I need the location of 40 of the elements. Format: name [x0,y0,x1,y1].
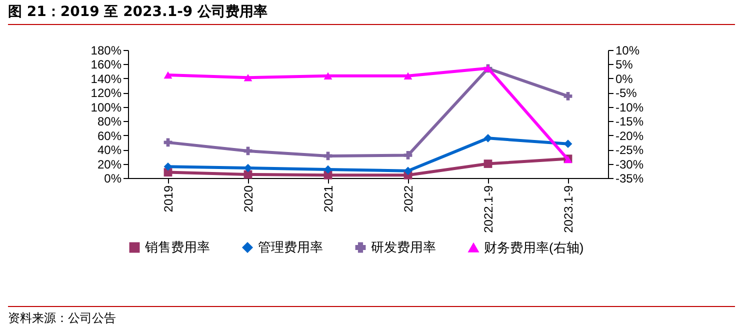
x-tick-label: 2020 [242,185,256,212]
y-tick-label: 140% [90,72,122,86]
x-tick-label: 2019 [162,185,176,212]
y2-tick-label: -10% [616,100,644,114]
chart-title: 图 21：2019 至 2023.1-9 公司费用率 [8,3,735,25]
y2-tick-label: -15% [616,114,644,129]
point [164,71,172,79]
y-tick-label: 60% [97,128,122,143]
x-tick-label: 2021 [322,185,336,212]
y-tick-label: 0% [104,172,122,186]
y-tick-label: 120% [90,86,122,100]
point [484,160,492,168]
y-tick-label: 100% [90,100,122,114]
y-tick-label: 160% [90,58,122,72]
legend-label: 财务费用率(右轴) [484,240,584,255]
y2-tick-label: 10% [616,44,640,58]
y-tick-label: 80% [97,114,122,129]
point [404,151,412,160]
y2-tick-label: 5% [616,58,634,72]
legend-label: 管理费用率 [258,240,323,255]
y-tick-label: 180% [90,44,122,58]
point [404,72,412,80]
y2-tick-label: -5% [616,86,638,100]
y2-tick-label: -20% [616,128,644,143]
legend-label: 销售费用率 [144,240,210,255]
point [404,166,412,176]
x-tick-label: 2022.1-9 [482,185,496,233]
y-tick-label: 20% [97,157,122,172]
y2-tick-label: -30% [616,157,644,172]
point [324,72,332,80]
y-tick-label: 40% [97,143,122,158]
y2-tick-label: -35% [616,172,644,186]
x-tick-label: 2023.1-9 [562,185,576,233]
x-tick-label: 2022 [402,185,416,212]
legend-label: 研发费用率 [371,240,436,255]
y2-tick-label: -25% [616,143,644,158]
point [564,92,572,100]
point [244,74,252,82]
y2-tick-label: 0% [616,72,634,86]
text: 资料来源：公司公告 [8,306,735,327]
